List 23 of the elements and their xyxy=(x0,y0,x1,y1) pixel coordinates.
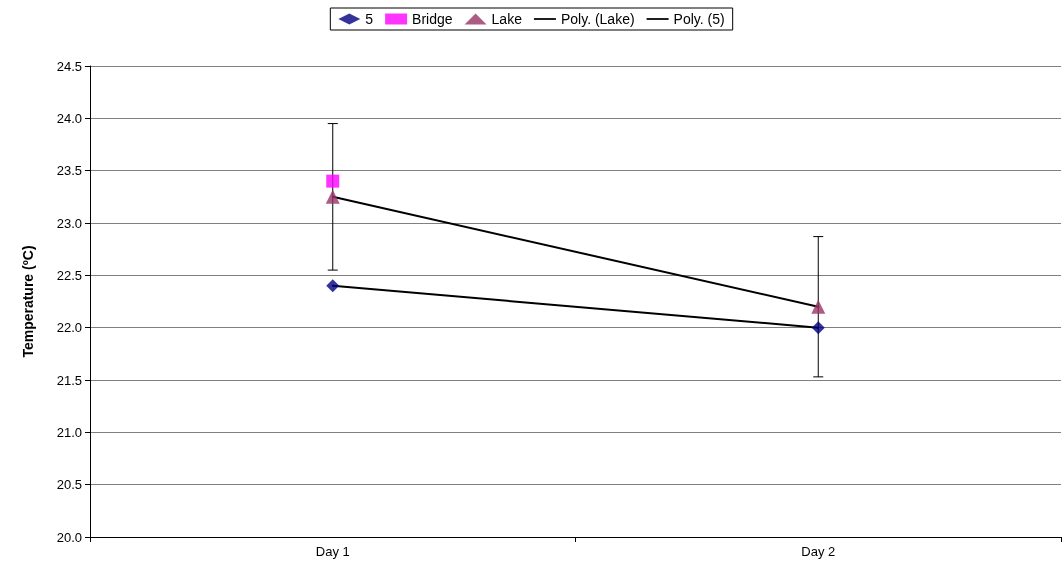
y-tick-label: 23.0 xyxy=(56,215,82,231)
y-tick-label: 24.5 xyxy=(56,58,82,74)
y-tick-label: 21.0 xyxy=(56,424,82,440)
y-tick-label: 20.0 xyxy=(56,529,82,545)
x-tick-label: Day 2 xyxy=(801,544,836,559)
y-tick-label: 23.5 xyxy=(56,163,82,179)
legend-label: Poly. (Lake) xyxy=(560,11,635,27)
point xyxy=(326,174,340,188)
legend-label: Bridge xyxy=(412,11,453,27)
legend-label: Lake xyxy=(491,11,523,27)
point xyxy=(811,321,825,335)
legend-label: 5 xyxy=(365,11,374,27)
y-tick-label: 21.5 xyxy=(56,372,82,388)
y-tick-label: 22.5 xyxy=(56,267,82,283)
y-tick-label: 22.0 xyxy=(56,320,82,336)
point xyxy=(325,189,340,204)
y-axis-title: Temperature (ºC) xyxy=(20,245,36,358)
y-tick-label: 24.0 xyxy=(56,110,82,126)
point xyxy=(326,279,340,293)
y-tick-label: 20.5 xyxy=(56,477,82,493)
legend-label: Poly. (5) xyxy=(673,11,725,27)
point xyxy=(811,299,826,314)
x-tick-label: Day 1 xyxy=(315,544,350,559)
